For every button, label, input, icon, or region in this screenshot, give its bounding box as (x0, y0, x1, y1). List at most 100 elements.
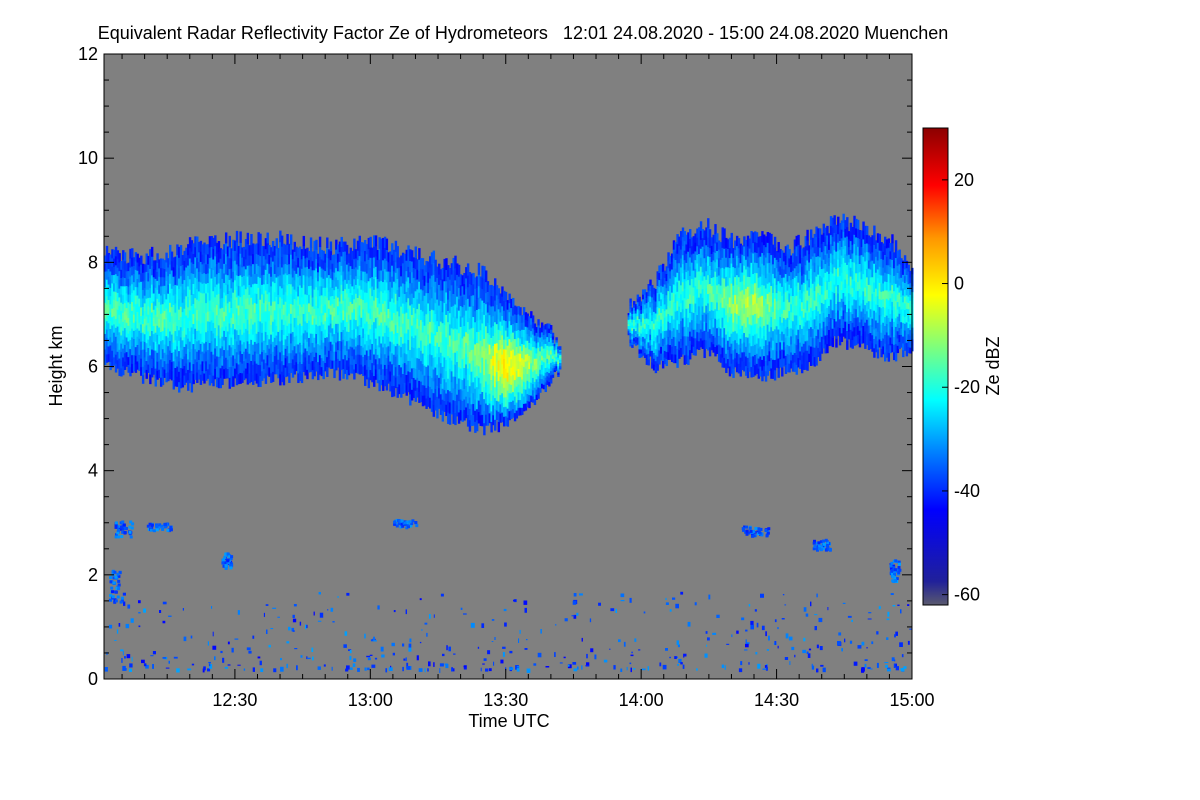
echo-cell (513, 313, 517, 323)
echo-cell (194, 318, 197, 329)
echo-cell (215, 242, 219, 254)
echo-cell (253, 331, 257, 342)
echo-cell (131, 310, 134, 320)
echo-cell (692, 253, 696, 263)
echo-cell (510, 367, 513, 377)
echo-cell (472, 349, 475, 361)
echo-cell (113, 332, 116, 341)
echo-cell (696, 228, 699, 238)
echo-cell (419, 391, 423, 403)
echo-cell (197, 251, 201, 263)
echo-cell (270, 334, 273, 345)
echo-cell (510, 341, 513, 351)
echo-cell (226, 293, 230, 304)
echo-cell (690, 262, 694, 271)
echo-cell (660, 264, 663, 273)
echo-cell (262, 302, 266, 313)
echo-cell (345, 340, 349, 351)
echo-cell (499, 339, 502, 350)
echo-cell (201, 360, 204, 372)
echo-cell (770, 254, 773, 266)
echo-cell (273, 291, 277, 302)
echo-cell (309, 275, 313, 286)
echo-cell (513, 412, 517, 422)
echo-cell (494, 343, 497, 355)
echo-cell (109, 336, 112, 346)
echo-cell (286, 335, 289, 347)
echo-cell (548, 350, 551, 356)
echo-cell (300, 306, 304, 317)
echo-cell (284, 367, 287, 378)
echo-cell (658, 293, 661, 302)
echo-cell (717, 300, 721, 311)
echo-cell (468, 340, 472, 353)
echo-cell (392, 291, 396, 303)
echo-cell (472, 392, 475, 405)
echo-cell (149, 364, 152, 375)
echo-cell (403, 263, 407, 275)
echo-cell (114, 273, 118, 284)
echo-cell (645, 333, 649, 340)
echo-cell (243, 284, 246, 295)
echo-cell (425, 355, 428, 367)
echo-cell (770, 306, 773, 317)
echo-cell (806, 249, 809, 261)
echo-cell (228, 322, 231, 335)
echo-cell (315, 342, 318, 353)
echo-cell (380, 322, 383, 334)
echo-cell (262, 368, 266, 379)
echo-cell (273, 355, 277, 366)
echo-cell (194, 236, 197, 248)
echo-cell (268, 273, 271, 284)
echo-cell (443, 389, 446, 402)
echo-cell (362, 261, 365, 272)
echo-cell (739, 272, 742, 283)
echo-cell (555, 346, 558, 350)
echo-cell (141, 289, 145, 299)
echo-cell (331, 303, 334, 313)
echo-cell (643, 352, 647, 359)
echo-cell (421, 331, 425, 344)
echo-cell (434, 281, 437, 293)
echo-cell (364, 354, 367, 366)
echo-cell (123, 344, 127, 354)
echo-cell (728, 267, 732, 278)
echo-cell (176, 305, 179, 316)
echo-cell (197, 349, 201, 360)
echo-cell (719, 327, 723, 338)
echo-cell (353, 298, 356, 310)
echo-cell (770, 233, 773, 245)
echo-cell (266, 263, 269, 274)
echo-cell (255, 323, 259, 334)
echo-cell (735, 255, 739, 266)
echo-cell (208, 353, 212, 365)
echo-cell (383, 364, 387, 376)
echo-cell (494, 375, 497, 388)
echo-cell (152, 341, 156, 351)
echo-cell (441, 355, 445, 367)
echo-cell (486, 394, 490, 406)
echo-cell (244, 298, 248, 310)
echo-cell (633, 319, 636, 323)
echo-cell (190, 381, 194, 393)
echo-cell (694, 268, 697, 278)
echo-cell (739, 262, 742, 273)
echo-cell (297, 276, 300, 287)
echo-cell (317, 271, 320, 282)
echo-cell (181, 368, 185, 379)
echo-cell (206, 368, 210, 379)
echo-cell (528, 316, 531, 324)
echo-cell (261, 274, 264, 285)
echo-cell (127, 340, 130, 350)
echo-cell (533, 375, 537, 382)
echo-cell (559, 349, 562, 352)
echo-cell (699, 301, 703, 312)
echo-cell (129, 248, 132, 259)
echo-cell (551, 351, 555, 356)
echo-cell (459, 388, 463, 400)
echo-cell (531, 377, 535, 385)
echo-cell (539, 355, 542, 361)
echo-cell (540, 369, 544, 375)
echo-cell (419, 258, 423, 269)
echo-cell (494, 365, 497, 377)
